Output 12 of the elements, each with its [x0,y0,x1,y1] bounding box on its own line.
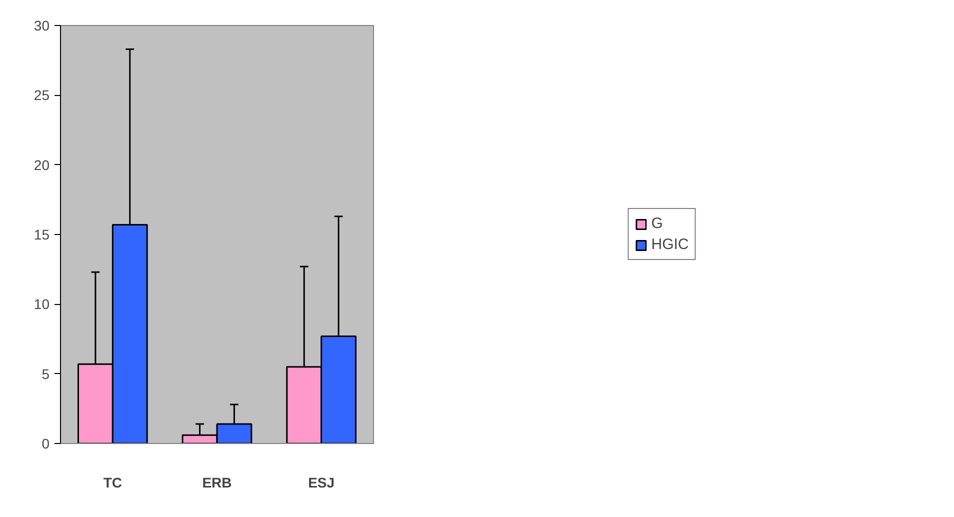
legend-label: HGIC [651,236,689,253]
y-tick-label: 5 [42,366,50,382]
y-tick-label: 20 [34,156,50,173]
y-tick-label: 25 [34,87,50,104]
x-tick-label: TC [103,474,122,490]
x-tick-label: ERB [202,474,232,490]
y-tick-label: 30 [34,18,50,34]
x-tick-label: ESJ [308,474,335,490]
legend-label: G [651,215,664,232]
y-tick-label: 10 [34,296,50,312]
y-tick-label: 0 [42,436,50,452]
y-tick-label: 15 [34,226,50,242]
